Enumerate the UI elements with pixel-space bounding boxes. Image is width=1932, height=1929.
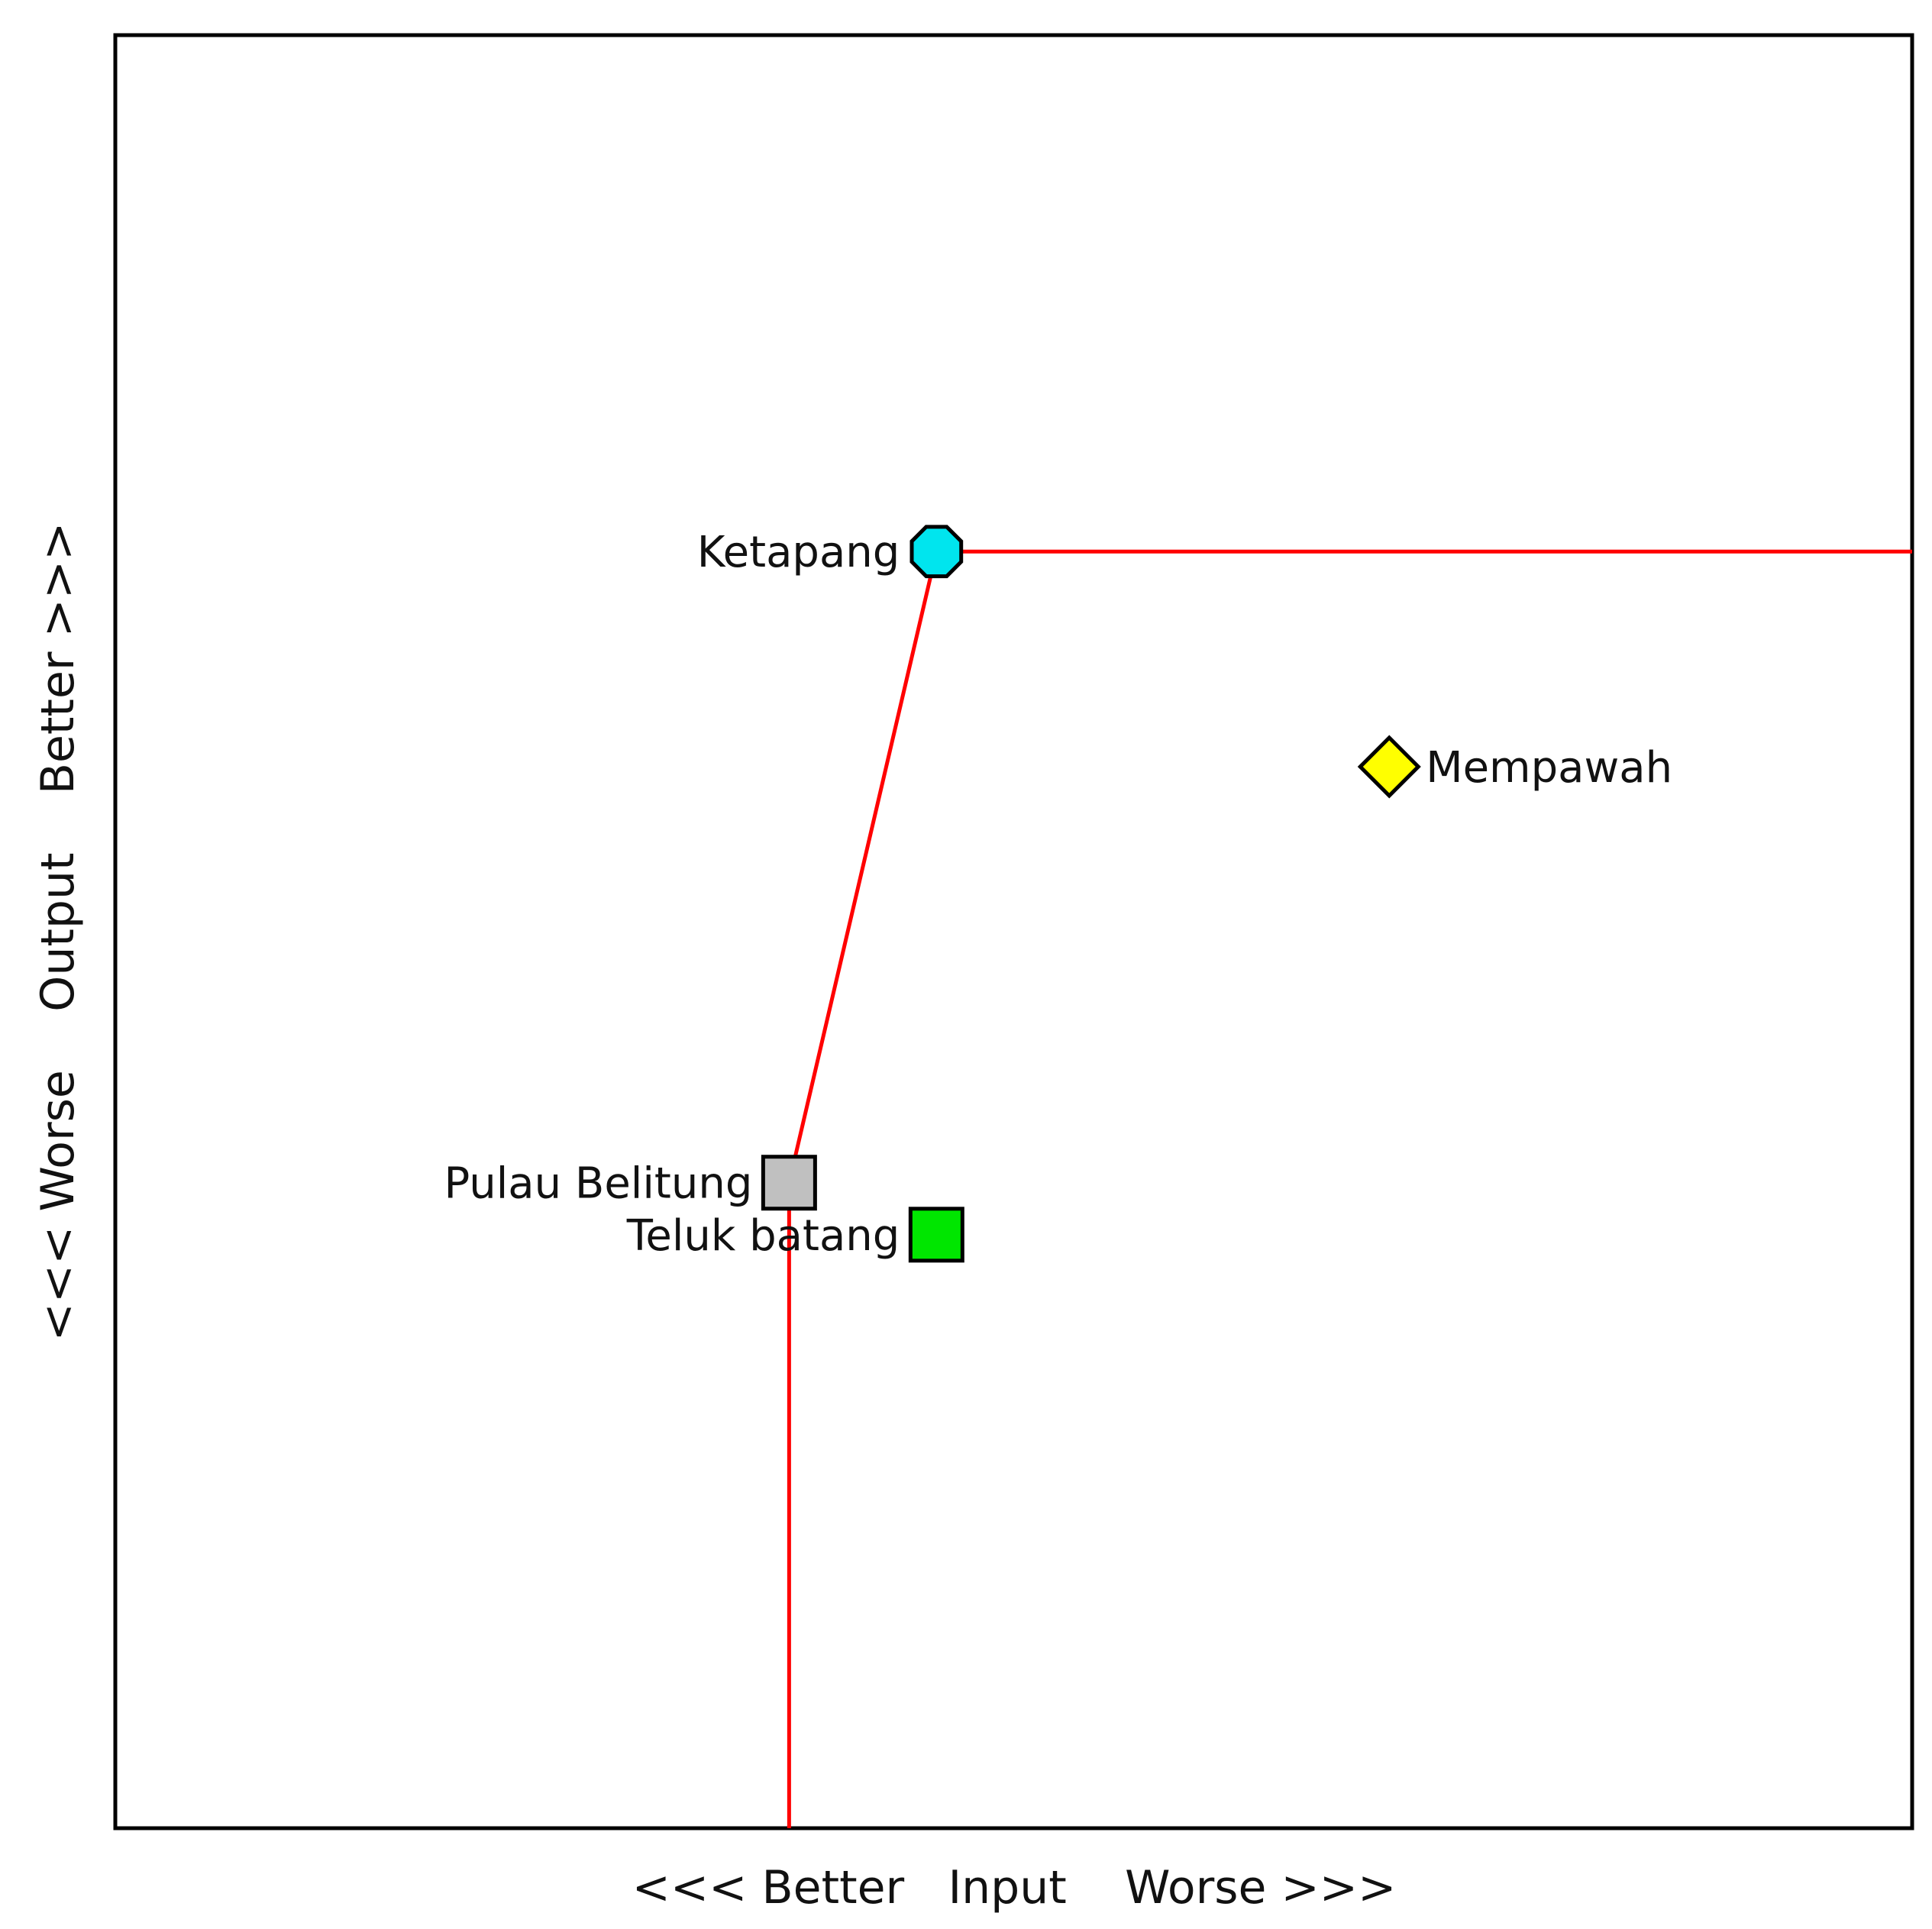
point-label-teluk-batang: Teluk batang <box>626 1211 900 1261</box>
point-label-mempawah: Mempawah <box>1426 743 1672 793</box>
point-marker-ketapang <box>909 525 964 579</box>
point-marker-teluk-batang <box>908 1207 964 1263</box>
point-label-ketapang: Ketapang <box>697 528 900 577</box>
frontier-segment <box>787 551 939 1184</box>
x-axis-label: <<< Better Input Worse >>> <box>632 1861 1397 1914</box>
plot-frame <box>113 33 1914 1830</box>
point-label-pulau-belitung: Pulau Belitung <box>444 1159 752 1209</box>
frontier-layer <box>787 549 1912 1828</box>
point-marker-pulau-belitung <box>761 1155 817 1211</box>
point-marker-mempawah <box>1357 735 1421 799</box>
y-axis-label: <<< Worse Output Better >>> <box>31 522 85 1342</box>
